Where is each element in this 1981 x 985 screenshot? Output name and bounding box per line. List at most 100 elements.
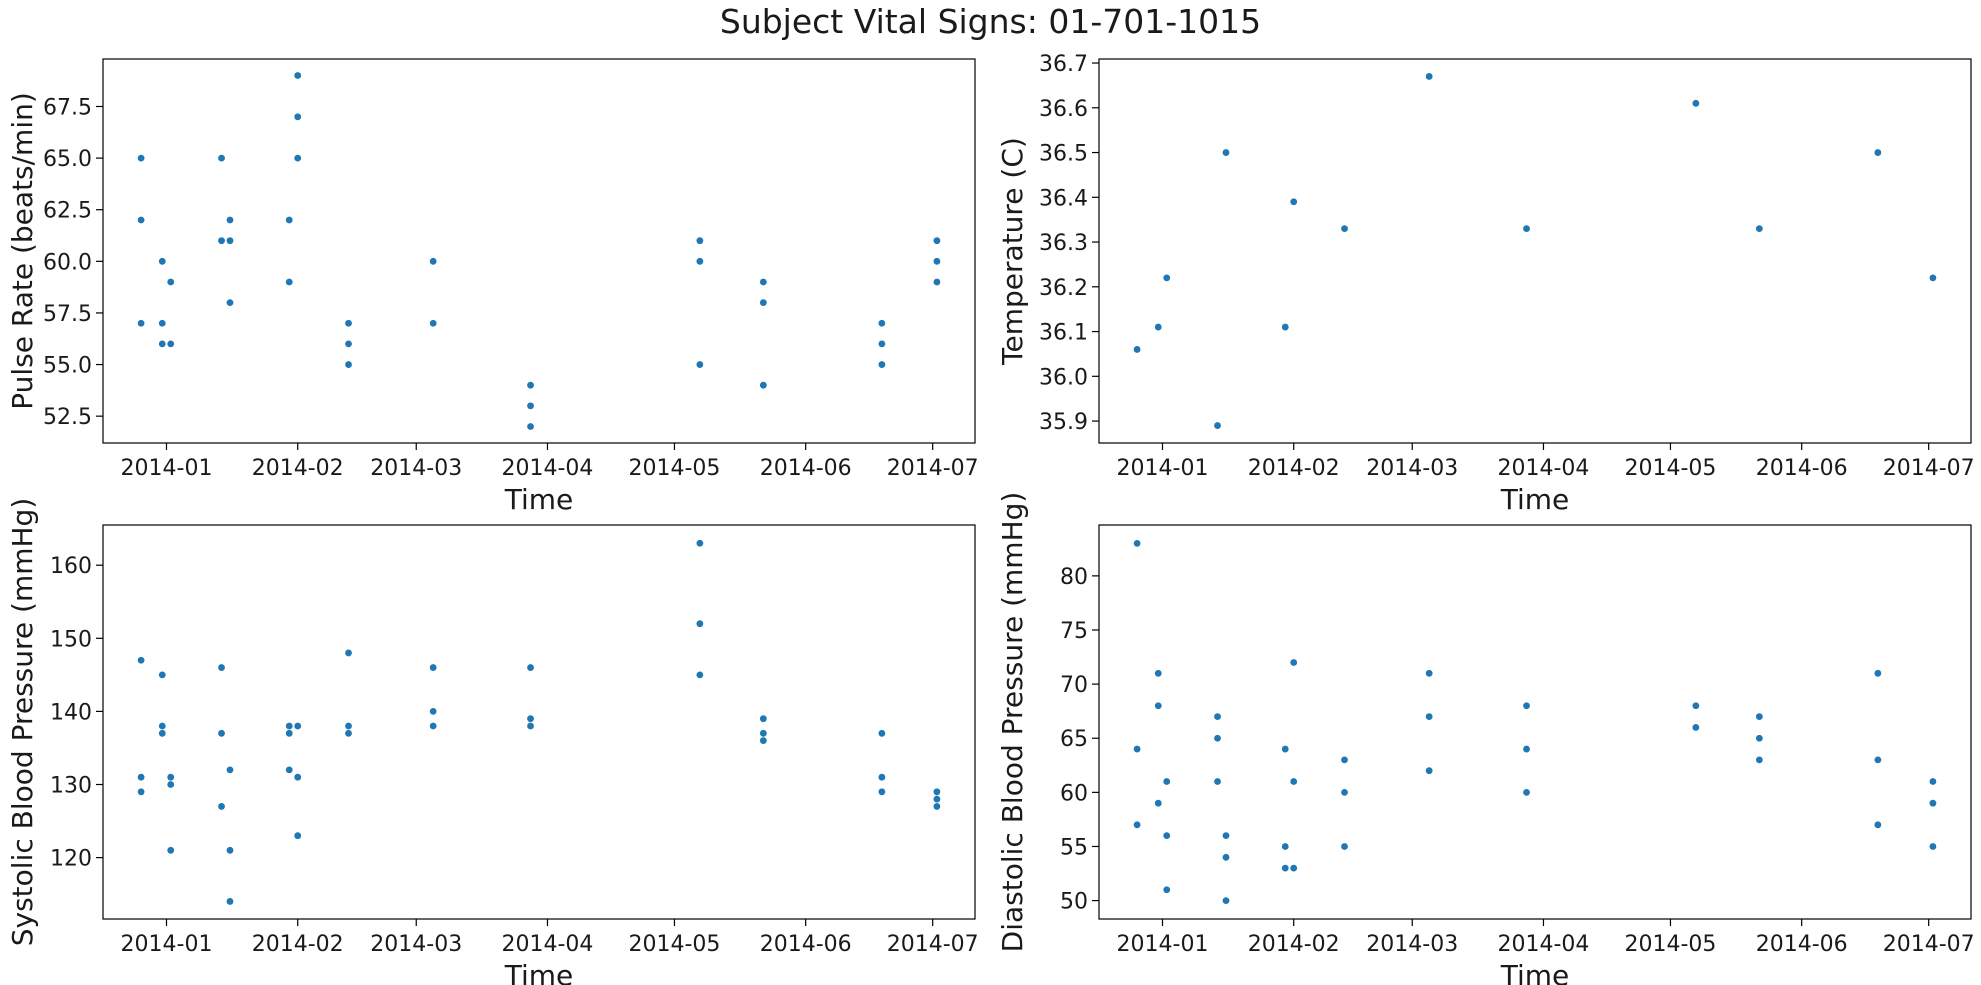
data-point [696, 257, 704, 265]
x-tick-label: 2014-01 [1117, 932, 1209, 957]
x-tick-label: 2014-03 [1366, 932, 1458, 957]
x-tick-label: 2014-06 [1756, 456, 1848, 481]
x-tick-label: 2014-01 [1117, 456, 1209, 481]
data-point [285, 766, 293, 774]
data-point [1281, 843, 1289, 850]
data-point [226, 898, 234, 905]
data-point [158, 722, 166, 730]
data-point [1874, 669, 1882, 677]
y-tick-label: 35.9 [1039, 410, 1088, 435]
data-point [158, 729, 166, 737]
plot-frame [1098, 524, 1972, 920]
data-point [226, 237, 234, 245]
data-point [137, 656, 145, 664]
y-axis-label: Pulse Rate (beats/min) [6, 92, 39, 410]
x-tick-label: 2014-01 [121, 932, 213, 957]
x-tick-label: 2014-05 [628, 932, 720, 957]
data-point [1222, 897, 1230, 904]
data-point [345, 729, 352, 737]
data-point [696, 620, 704, 628]
data-point [158, 671, 166, 679]
data-point [527, 423, 534, 430]
data-point [1523, 702, 1530, 710]
data-point [1755, 225, 1763, 233]
data-point [878, 773, 886, 781]
y-tick-label: 60 [1060, 781, 1088, 806]
data-point [1425, 73, 1433, 80]
data-point [527, 715, 534, 723]
x-tick-label: 2014-04 [1498, 932, 1590, 957]
y-tick-label: 130 [50, 773, 92, 798]
data-point [1214, 778, 1221, 785]
data-point [1755, 756, 1763, 764]
y-tick-label: 140 [50, 700, 92, 725]
data-point [1133, 821, 1141, 829]
data-point [1222, 832, 1230, 840]
data-point [1929, 778, 1937, 785]
data-point [878, 788, 886, 796]
data-point [1692, 99, 1700, 107]
data-point [1341, 225, 1348, 233]
data-point [759, 278, 767, 286]
data-point [226, 299, 234, 307]
data-point [759, 381, 767, 389]
data-point [1523, 788, 1530, 796]
data-point [1290, 659, 1298, 666]
x-tick-label: 2014-02 [1248, 456, 1340, 481]
y-tick-label: 62.5 [43, 199, 92, 224]
y-tick-label: 60.0 [43, 250, 92, 275]
plot-frame [1098, 58, 1972, 444]
data-point [1692, 724, 1700, 731]
data-point [1163, 832, 1171, 840]
plot-frame [102, 524, 976, 920]
x-tick-label: 2014-04 [502, 932, 594, 957]
data-point [226, 766, 234, 774]
x-tick-label: 2014-03 [370, 456, 462, 481]
data-point [1290, 778, 1298, 785]
data-point [294, 832, 302, 840]
data-point [429, 257, 437, 265]
x-tick-label: 2014-04 [1498, 456, 1590, 481]
data-point [167, 846, 175, 854]
x-tick-label: 2014-06 [760, 932, 852, 957]
data-point [429, 319, 437, 327]
figure-title: Subject Vital Signs: 01-701-1015 [719, 2, 1262, 41]
data-point [429, 664, 437, 671]
data-point [527, 381, 534, 389]
data-point [1425, 767, 1433, 775]
data-point [933, 795, 941, 803]
temperature-chart: 2014-01 2014-02 2014-03 2014-04 2014-05 2014-… [996, 52, 1975, 516]
data-point [696, 237, 704, 245]
data-point [285, 216, 293, 224]
y-tick-label: 36.4 [1039, 186, 1088, 211]
data-point [878, 319, 886, 327]
systolic-bp-chart: 2014-01 2014-02 2014-03 2014-04 2014-05 2014-… [6, 498, 979, 985]
data-point [1281, 323, 1289, 331]
data-point [226, 216, 234, 224]
data-point [1133, 745, 1141, 753]
y-tick-label: 57.5 [43, 302, 92, 327]
data-point [345, 319, 352, 327]
y-tick-label: 65 [1060, 727, 1088, 752]
data-point [345, 722, 352, 730]
data-point [878, 340, 886, 348]
data-point [218, 664, 225, 671]
data-point [1163, 274, 1171, 282]
data-point [167, 781, 175, 788]
data-point [933, 788, 941, 796]
y-tick-label: 36.0 [1039, 365, 1088, 390]
data-point [218, 729, 225, 737]
data-point [527, 722, 534, 730]
data-point [696, 361, 704, 368]
x-tick-label: 2014-07 [1883, 456, 1975, 481]
data-point [1163, 778, 1171, 785]
data-point [1523, 745, 1530, 753]
y-tick-label: 55 [1060, 835, 1088, 860]
data-point [527, 664, 534, 671]
data-point [1874, 149, 1882, 156]
y-tick-label: 36.7 [1039, 52, 1088, 77]
pulse-rate-chart: 2014-01 2014-02 2014-03 2014-04 2014-05 2014-… [6, 58, 979, 516]
x-tick-label: 2014-07 [1883, 932, 1975, 957]
data-point [285, 722, 293, 730]
data-point [429, 722, 437, 730]
